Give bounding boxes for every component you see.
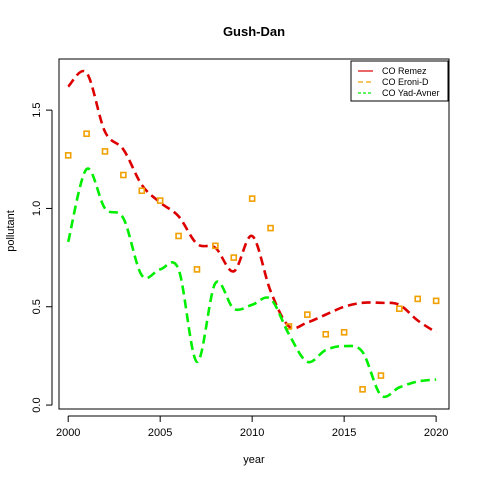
- y-axis-label: pollutant: [5, 210, 17, 252]
- data-point-co-eroni-d: [414, 295, 422, 303]
- series-line-co-remez: [67, 69, 437, 334]
- series-line-co-yad-avner: [66, 167, 437, 399]
- x-tick-label: 2005: [148, 427, 172, 439]
- data-point-co-eroni-d: [64, 152, 72, 159]
- data-point-co-eroni-d: [377, 372, 385, 379]
- x-tick-label: 2000: [56, 427, 80, 439]
- plot-layer: [64, 69, 440, 399]
- data-point-co-eroni-d: [120, 171, 127, 179]
- data-point-co-eroni-d: [83, 130, 90, 138]
- x-tick-label: 2010: [240, 427, 264, 439]
- x-tick-label: 2020: [424, 427, 448, 439]
- data-point-co-eroni-d: [340, 329, 348, 336]
- data-point-co-eroni-d: [101, 148, 109, 155]
- data-point-co-eroni-d: [396, 305, 403, 313]
- legend-label-co-yad-avner: CO Yad-Avner: [382, 88, 440, 98]
- y-tick-label: 0.0: [31, 397, 43, 412]
- data-point-co-eroni-d: [175, 232, 182, 240]
- data-point-co-eroni-d: [285, 323, 293, 330]
- legend-box: [350, 60, 449, 102]
- y-tick-label: 0.5: [31, 299, 43, 314]
- data-point-co-eroni-d: [304, 311, 311, 318]
- legend-label-co-remez: CO Remez: [382, 66, 427, 76]
- data-point-co-eroni-d: [359, 386, 366, 393]
- x-tick-label: 2015: [332, 427, 356, 439]
- legend-label-co-eroni-d: CO Eroni-D: [382, 77, 429, 87]
- data-point-co-eroni-d: [432, 297, 440, 305]
- plot-frame: [58, 58, 450, 410]
- data-point-co-eroni-d: [138, 187, 146, 195]
- y-tick-label: 1.5: [31, 102, 43, 117]
- chart-title: Gush-Dan: [223, 24, 285, 39]
- axes-layer: 2000 2005 2010 2015 2020 0.0 0.5 1.0 1.5: [31, 58, 450, 439]
- data-point-co-eroni-d: [267, 224, 274, 232]
- data-point-co-eroni-d: [322, 330, 330, 338]
- data-point-co-eroni-d: [193, 266, 201, 273]
- data-point-co-eroni-d: [248, 195, 256, 202]
- x-axis-label: year: [243, 454, 265, 466]
- data-point-co-eroni-d: [212, 242, 219, 250]
- y-tick-label: 1.0: [31, 201, 43, 216]
- data-point-co-eroni-d: [230, 254, 238, 261]
- data-point-co-eroni-d: [156, 197, 164, 204]
